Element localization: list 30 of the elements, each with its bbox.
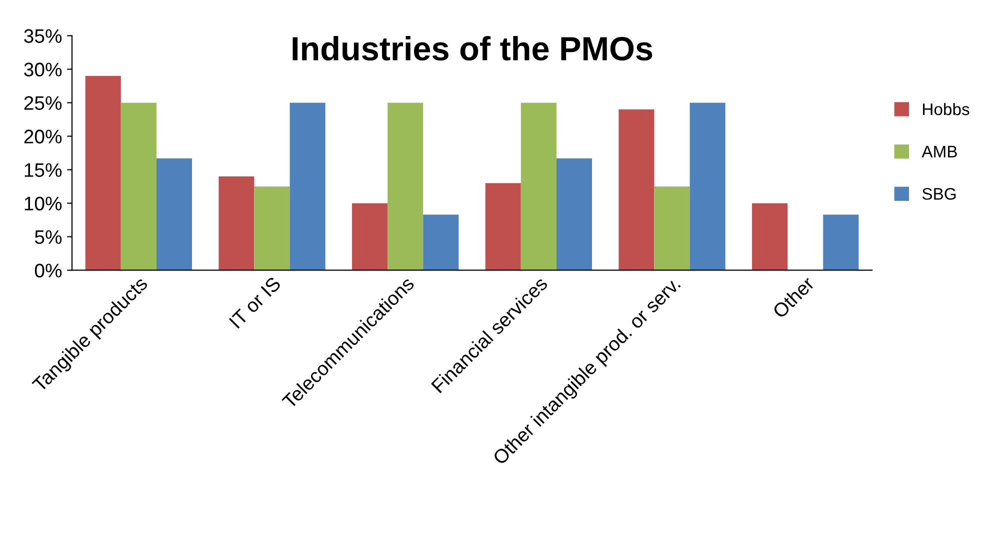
y-tick-label: 15% bbox=[24, 163, 62, 177]
bar bbox=[120, 102, 156, 270]
y-tick-label: 10% bbox=[24, 196, 62, 210]
y-tick-label: 20% bbox=[24, 130, 62, 144]
bar bbox=[156, 158, 192, 270]
y-tick-label: 35% bbox=[24, 29, 62, 43]
bar bbox=[556, 158, 592, 270]
legend-label: SBG bbox=[922, 188, 956, 200]
legend-label: Hobbs bbox=[923, 102, 970, 116]
bar bbox=[485, 183, 521, 270]
bar bbox=[618, 109, 654, 270]
bar bbox=[85, 76, 121, 270]
bar bbox=[423, 214, 459, 270]
bar bbox=[823, 214, 859, 270]
bar bbox=[218, 176, 254, 270]
bar bbox=[752, 203, 788, 270]
y-tick-label: 0% bbox=[34, 264, 62, 278]
bar bbox=[388, 102, 424, 270]
bar bbox=[654, 186, 690, 270]
chart-title: Industries of the PMOs bbox=[292, 36, 652, 61]
y-tick-label: 30% bbox=[24, 62, 62, 76]
y-tick-label: 25% bbox=[24, 96, 62, 110]
bar bbox=[290, 102, 326, 270]
bar bbox=[352, 203, 388, 270]
legend-label: AMB bbox=[922, 146, 957, 158]
x-tick-label: IT or IS bbox=[228, 276, 282, 329]
bar bbox=[520, 102, 556, 270]
bar bbox=[254, 186, 290, 270]
y-tick-label: 5% bbox=[34, 230, 62, 244]
bar bbox=[690, 102, 726, 270]
